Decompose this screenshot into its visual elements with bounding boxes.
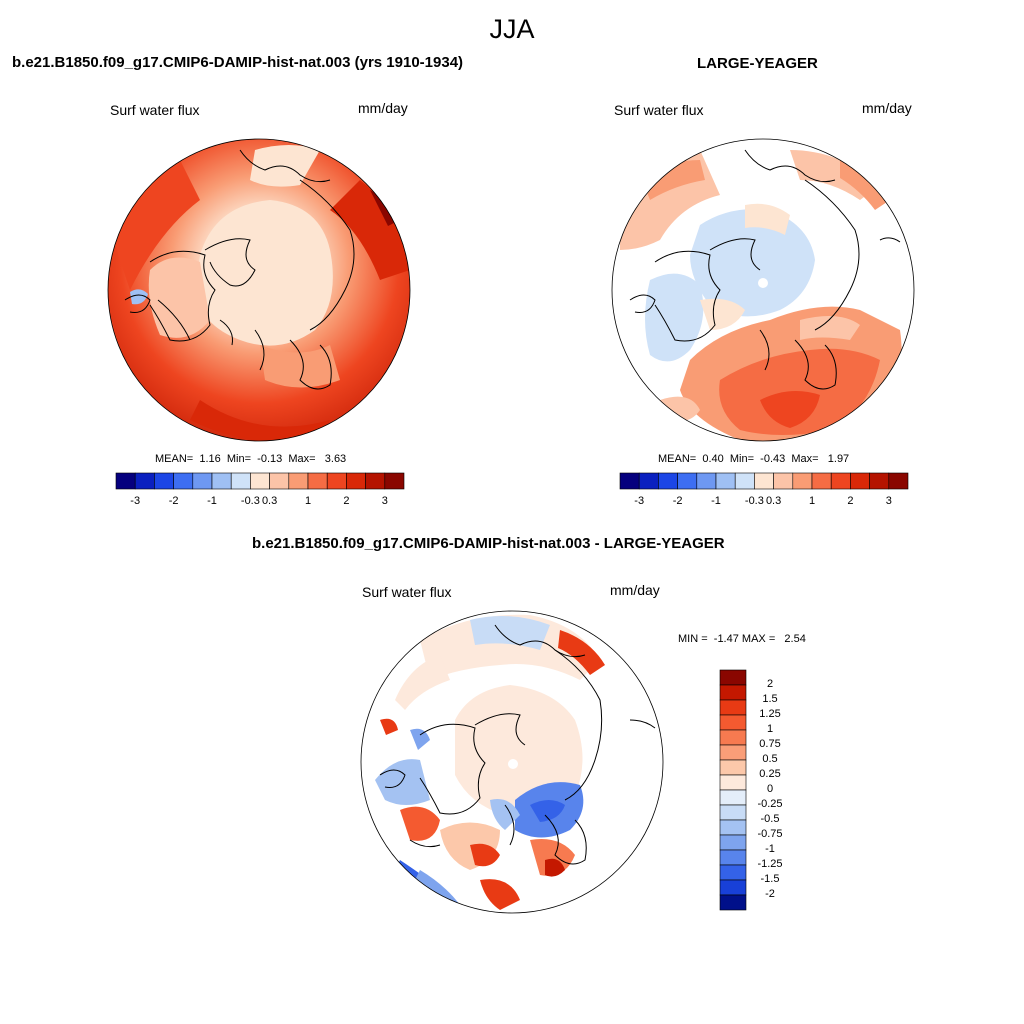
colorbar-swatch: [346, 472, 366, 490]
colorbar-swatch: [888, 472, 909, 490]
panel3-polar-map: [360, 610, 664, 914]
colorbar-swatch: [384, 472, 405, 490]
colorbar-swatch: [154, 472, 174, 490]
panel3-stats: MIN = -1.47 MAX = 2.54: [678, 633, 806, 645]
colorbar-swatch: [792, 472, 813, 490]
panel3-units-label: mm/day: [610, 582, 660, 598]
colorbar-tick-label: -0.25: [757, 798, 783, 810]
colorbar-tick-label: -1: [765, 843, 775, 855]
colorbar-swatch: [365, 472, 386, 490]
colorbar-swatch: [719, 834, 747, 851]
colorbar-swatch: [719, 864, 747, 881]
panel2-variable-label: Surf water flux: [614, 102, 704, 118]
colorbar-swatch: [719, 894, 747, 911]
colorbar-tick-label: 2: [766, 678, 774, 690]
colorbar-tick-label: -1.25: [757, 858, 783, 870]
colorbar-tick-label: 1: [766, 723, 774, 735]
colorbar-swatch: [211, 472, 232, 490]
colorbar-tick-label: 2: [343, 495, 350, 507]
colorbar-swatch: [719, 729, 747, 746]
colorbar-swatch: [719, 714, 747, 731]
colorbar-tick-label: -2: [765, 888, 775, 900]
figure-title: JJA: [489, 14, 535, 44]
colorbar-tick-label: 0.3: [765, 495, 782, 507]
colorbar-swatch: [719, 819, 747, 836]
panel1-colorbar: [115, 472, 405, 490]
colorbar-swatch: [754, 472, 774, 490]
colorbar-swatch: [288, 472, 309, 490]
colorbar-tick-label: 1: [808, 495, 816, 507]
colorbar-swatch: [830, 472, 851, 490]
colorbar-swatch: [230, 472, 251, 490]
colorbar-swatch: [134, 472, 155, 490]
colorbar-swatch: [734, 472, 755, 490]
colorbar-tick-label: 1.25: [759, 708, 781, 720]
panel3-colorbar: [719, 669, 747, 911]
colorbar-swatch: [811, 472, 832, 490]
colorbar-swatch: [719, 744, 747, 761]
colorbar-tick-label: 0: [766, 783, 774, 795]
colorbar-tick-label: -1.5: [760, 873, 780, 885]
colorbar-swatch: [715, 472, 736, 490]
colorbar-swatch: [173, 472, 194, 490]
panel2-title: LARGE-YEAGER: [697, 55, 818, 72]
colorbar-swatch: [719, 699, 747, 716]
colorbar-swatch: [719, 849, 747, 866]
colorbar-tick-label: -0.3: [744, 495, 764, 507]
colorbar-tick-label: 0.75: [759, 738, 781, 750]
colorbar-swatch: [326, 472, 347, 490]
colorbar-swatch: [719, 774, 747, 791]
panel3-variable-label: Surf water flux: [362, 584, 452, 600]
colorbar-swatch: [719, 669, 747, 686]
colorbar-tick-label: -2: [672, 495, 683, 507]
colorbar-tick-label: -1: [207, 495, 217, 507]
colorbar-swatch: [719, 684, 747, 701]
colorbar-tick-label: 0.25: [759, 768, 781, 780]
panel2-polar-map: [611, 138, 915, 442]
colorbar-tick-label: 2: [847, 495, 854, 507]
panel1-stats: MEAN= 1.16 Min= -0.13 Max= 3.63: [155, 453, 347, 465]
colorbar-swatch: [677, 472, 698, 490]
panel1-title: b.e21.B1850.f09_g17.CMIP6-DAMIP-hist-nat…: [12, 54, 464, 71]
colorbar-tick-label: -0.75: [757, 828, 783, 840]
panel2-stats: MEAN= 0.40 Min= -0.43 Max= 1.97: [658, 453, 850, 465]
colorbar-tick-label: -1: [711, 495, 721, 507]
panel1-polar-map: [107, 138, 411, 442]
colorbar-swatch: [638, 472, 659, 490]
colorbar-tick-label: -0.5: [760, 813, 780, 825]
colorbar-tick-label: -2: [168, 495, 179, 507]
panel1-units-label: mm/day: [358, 100, 408, 116]
colorbar-tick-label: -3: [130, 495, 141, 507]
colorbar-swatch: [696, 472, 717, 490]
panel3-title: b.e21.B1850.f09_g17.CMIP6-DAMIP-hist-nat…: [252, 535, 725, 552]
colorbar-swatch: [773, 472, 794, 490]
colorbar-swatch: [869, 472, 890, 490]
colorbar-tick-label: -3: [634, 495, 645, 507]
colorbar-swatch: [269, 472, 290, 490]
colorbar-swatch: [850, 472, 870, 490]
colorbar-swatch: [658, 472, 678, 490]
panel2-colorbar: [619, 472, 909, 490]
colorbar-swatch: [192, 472, 213, 490]
colorbar-swatch: [619, 472, 640, 490]
panel1-variable-label: Surf water flux: [110, 102, 200, 118]
colorbar-tick-label: 1.5: [762, 693, 778, 705]
colorbar-swatch: [307, 472, 328, 490]
colorbar-tick-label: -0.3: [240, 495, 260, 507]
colorbar-tick-label: 1: [304, 495, 312, 507]
colorbar-tick-label: 0.5: [762, 753, 778, 765]
colorbar-tick-label: 3: [885, 495, 892, 507]
colorbar-tick-label: 0.3: [261, 495, 278, 507]
colorbar-swatch: [719, 789, 747, 806]
colorbar-swatch: [719, 879, 747, 896]
colorbar-swatch: [719, 804, 747, 821]
colorbar-swatch: [250, 472, 270, 490]
colorbar-swatch: [115, 472, 136, 490]
colorbar-swatch: [719, 759, 747, 776]
panel2-units-label: mm/day: [862, 100, 912, 116]
colorbar-tick-label: 3: [381, 495, 388, 507]
